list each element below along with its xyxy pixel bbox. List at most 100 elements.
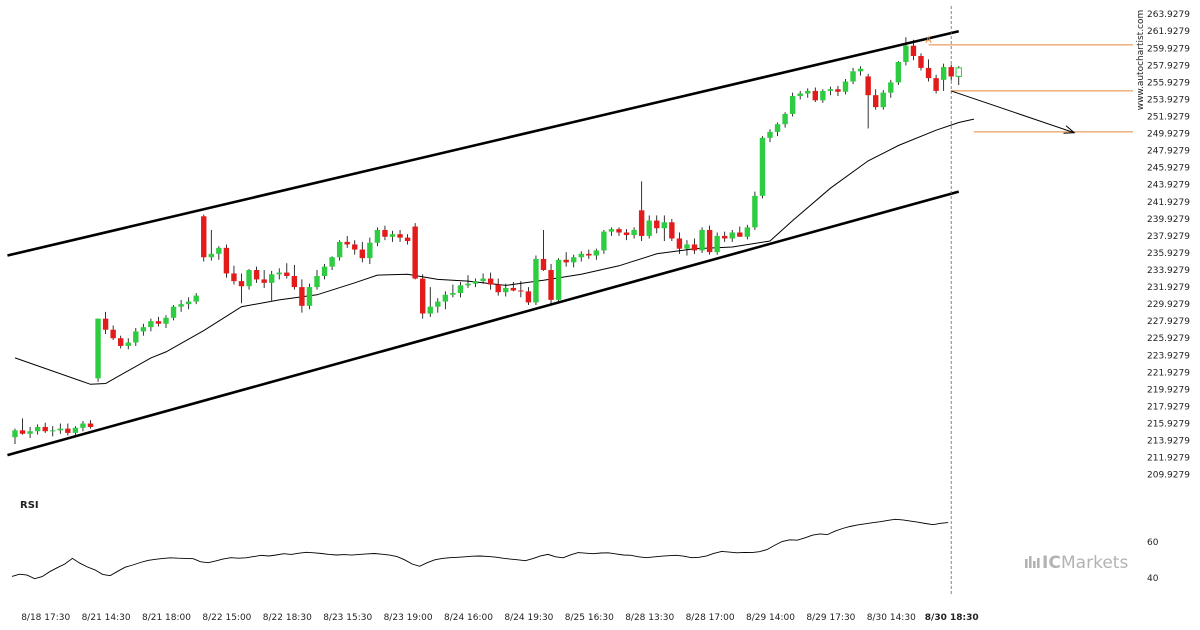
candle-body <box>87 423 94 427</box>
candle <box>850 67 856 85</box>
candle-body <box>480 278 486 282</box>
y-tick-label: 255.9279 <box>1147 78 1190 88</box>
x-tick-label: 8/23 19:00 <box>384 613 433 623</box>
candle-body <box>563 259 569 263</box>
candle-body <box>140 327 147 332</box>
candle <box>797 90 803 100</box>
price-axis: 263.9279 261.9279 259.9279 257.9279 255.9279… <box>1147 10 1190 481</box>
candle <box>955 66 962 85</box>
x-tick-label: 8/24 16:00 <box>444 613 493 623</box>
candle-body <box>661 222 667 229</box>
y-tick-label: 225.9279 <box>1147 334 1190 344</box>
candle-body <box>601 231 607 251</box>
candle <box>231 265 237 285</box>
brand-bar-icon <box>1025 559 1028 568</box>
candle-body <box>752 195 758 228</box>
candle-body <box>19 430 26 434</box>
lower-channel-line <box>7 190 960 457</box>
candle <box>435 298 441 313</box>
candle <box>420 274 426 319</box>
y-tick-label: 219.9279 <box>1147 385 1190 395</box>
candle-body <box>80 423 86 428</box>
candle-body <box>774 124 781 132</box>
x-tick-label: 8/23 15:30 <box>323 613 372 623</box>
candle-body <box>133 331 139 343</box>
candle-body <box>367 242 373 259</box>
candle <box>903 37 909 66</box>
y-tick-label: 237.9279 <box>1147 232 1190 242</box>
candle-body <box>895 61 902 83</box>
candle-body <box>533 258 539 303</box>
candle <box>80 420 86 432</box>
candle <box>382 225 388 241</box>
candle <box>827 86 834 96</box>
candle-body <box>691 244 698 251</box>
y-tick-label: 253.9279 <box>1147 95 1190 105</box>
candle <box>676 232 683 254</box>
candle-body <box>427 306 433 314</box>
candle-body <box>903 45 909 62</box>
candle <box>722 231 728 242</box>
candle-body <box>125 342 131 346</box>
candle-body <box>450 293 456 295</box>
candle <box>631 227 637 239</box>
candle-body <box>827 89 834 91</box>
candle <box>699 227 705 253</box>
candle-body <box>321 266 328 276</box>
candle <box>163 315 169 329</box>
candle-body <box>442 294 449 302</box>
candle <box>880 90 886 110</box>
candle <box>888 79 894 98</box>
candle <box>374 227 381 247</box>
candle-body <box>170 306 177 318</box>
candle-body <box>873 95 879 108</box>
candle <box>208 229 214 261</box>
candle-body <box>359 249 365 259</box>
candle <box>487 272 494 290</box>
candle-body <box>940 67 947 80</box>
candle <box>269 270 275 301</box>
candle <box>578 251 584 262</box>
candle <box>223 244 230 278</box>
moving-average-layer <box>14 118 975 385</box>
candle-body <box>857 68 864 72</box>
y-tick-label: 231.9279 <box>1147 283 1190 293</box>
candle <box>744 224 751 240</box>
time-axis: 8/18 17:30 8/21 14:30 8/21 18:00 8/22 15:00… <box>21 613 978 623</box>
candle <box>835 85 841 97</box>
candle <box>608 227 615 236</box>
candle <box>291 264 298 290</box>
x-tick-label: 8/24 19:30 <box>504 613 553 623</box>
candle-body <box>223 247 230 274</box>
candle-body <box>435 301 441 307</box>
candle-body <box>676 238 683 249</box>
candle-body <box>148 321 154 328</box>
candle <box>34 424 41 435</box>
candle-body <box>910 45 917 56</box>
candle-body <box>336 241 343 258</box>
candle <box>646 215 652 239</box>
candle <box>555 258 562 303</box>
forecast-arrow-line <box>951 90 1075 134</box>
candle-body <box>269 274 275 283</box>
candle <box>601 229 607 254</box>
candle <box>238 273 245 304</box>
candle <box>352 240 358 255</box>
candle <box>706 225 713 255</box>
candle <box>737 226 743 237</box>
candle-body <box>457 285 464 294</box>
candle <box>42 422 48 433</box>
candle-body <box>185 301 192 305</box>
candle <box>752 191 758 230</box>
candle-body <box>216 247 222 254</box>
candle <box>714 232 720 255</box>
candle-body <box>729 232 735 239</box>
candle <box>503 283 509 297</box>
candle-body <box>102 318 109 330</box>
candle-body <box>95 318 101 379</box>
candle-body <box>72 427 79 433</box>
candle-body <box>540 258 547 271</box>
candle-body <box>404 237 411 242</box>
candle-body <box>578 253 584 258</box>
candle-body <box>510 287 516 291</box>
